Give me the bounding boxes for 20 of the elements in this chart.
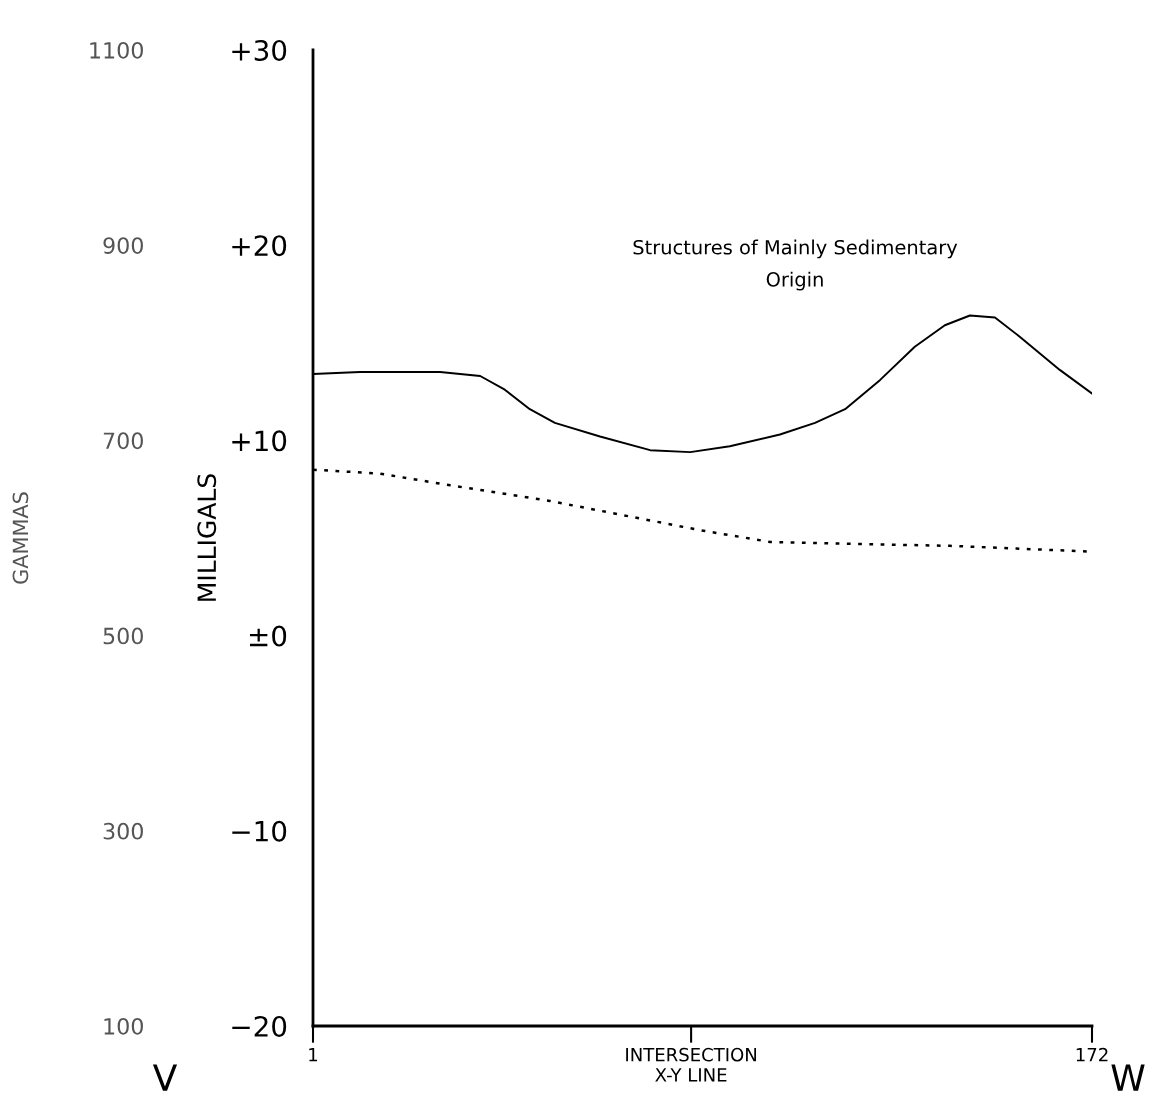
x-tick-label: INTERSECTION X-Y LINE [626,1047,757,1082]
y-tick-label: ±0 [249,625,287,647]
y-tick-label: −10 [232,820,287,842]
y2-tick-label: 300 [103,822,143,840]
text: W [1111,1064,1145,1091]
y-tick-label: −20 [232,1015,287,1037]
y-tick-label: +10 [232,430,287,452]
y-tick-label: +20 [232,235,287,257]
x-tick-label: 172 [1076,1047,1108,1062]
y2-tick-label: 700 [103,432,143,450]
y2-tick-label: 100 [104,1017,143,1035]
x-tick-label: 1 [309,1048,318,1062]
y2-tick-label: 500 [103,627,143,645]
y2-axis-title: GAMMAS [12,492,29,584]
y2-tick-label: 1100 [90,41,143,59]
annotation: Structures of Mainly Sedimentary Origin [633,239,958,291]
text: V [152,1064,178,1091]
y-axis-title: MILLIGALS [197,474,217,601]
y-tick-label: +30 [232,39,287,61]
y2-tick-label: 900 [103,237,143,254]
